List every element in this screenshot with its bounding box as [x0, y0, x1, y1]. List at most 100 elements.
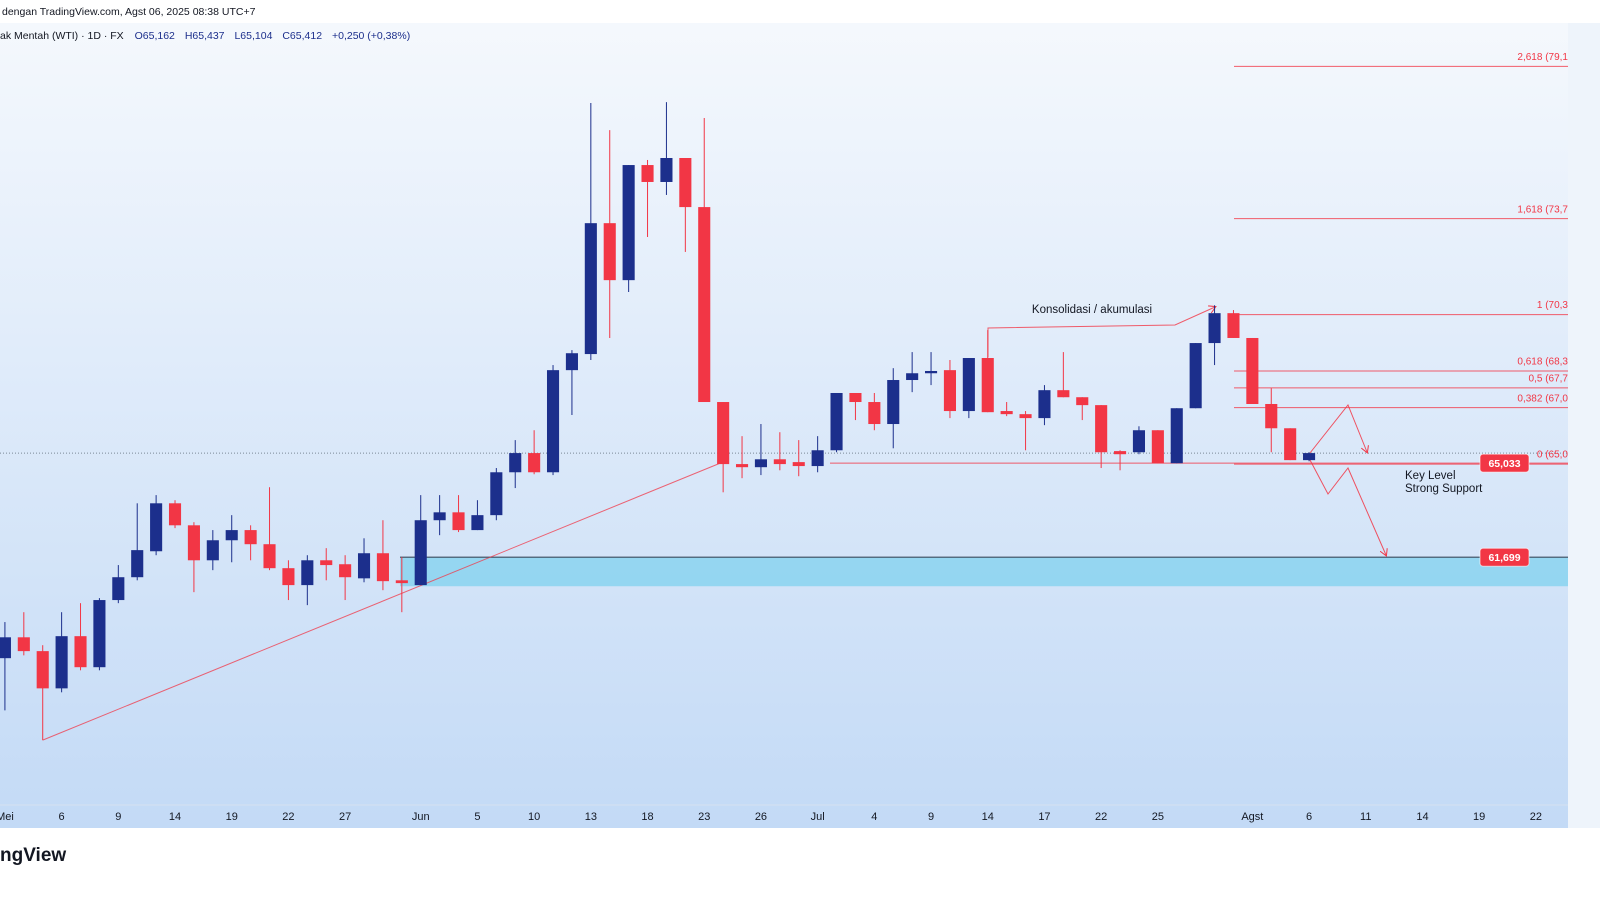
price-axis-edge	[1568, 23, 1600, 828]
candle-body	[187, 525, 200, 561]
candle-body	[376, 553, 389, 582]
candle-body	[1303, 453, 1316, 461]
candle-body	[339, 564, 352, 578]
fib-label: 0,382 (67,0	[1517, 393, 1568, 404]
x-tick-label: Agst	[1241, 811, 1263, 823]
x-tick-label: 14	[982, 811, 994, 823]
price-tag	[1479, 547, 1530, 567]
x-tick-label: 11	[1360, 811, 1371, 823]
support-zone	[400, 557, 1568, 587]
x-tick-label: 27	[339, 811, 351, 823]
x-tick-label: 22	[1095, 811, 1107, 823]
candle-body	[395, 580, 408, 584]
fib-label: 0,618 (68,3	[1517, 357, 1568, 368]
candle-body	[433, 512, 446, 521]
x-tick-label: Mei	[0, 811, 14, 823]
candle-body	[622, 165, 635, 281]
x-tick-label: 9	[115, 811, 121, 823]
fib-label: 1 (70,3	[1537, 300, 1569, 311]
candle-body	[698, 207, 711, 403]
candle-body	[849, 392, 862, 403]
bounce-projection	[1309, 404, 1367, 453]
candle-body	[0, 637, 11, 659]
x-tick-label: 22	[282, 811, 294, 823]
candle-body	[679, 158, 692, 208]
x-tick-label: 26	[755, 811, 767, 823]
x-tick-label: 4	[871, 811, 877, 823]
candle-body	[36, 651, 49, 689]
source-line: dengan TradingView.com, Agst 06, 2025 08…	[2, 6, 256, 18]
candle-body	[168, 503, 182, 526]
candles	[0, 102, 1316, 741]
candle-body	[754, 459, 767, 468]
fib-label: 0,5 (67,7	[1529, 374, 1569, 385]
x-tick-label: 5	[474, 811, 480, 823]
ohlc-low: L65,104	[234, 30, 272, 42]
x-tick-label: 13	[585, 811, 597, 823]
candle-body	[943, 370, 956, 412]
annotation: Strong Support	[1405, 483, 1483, 495]
candle-body	[1019, 414, 1032, 419]
candle-body	[1038, 390, 1051, 419]
candle-body	[1000, 411, 1013, 415]
logo: ngView	[0, 845, 66, 866]
candle-body	[357, 553, 371, 579]
candle-body	[150, 503, 163, 552]
candle-body	[773, 459, 786, 465]
x-tick-label: 6	[1306, 811, 1312, 823]
candle-body	[1265, 403, 1278, 429]
candle-body	[263, 544, 276, 569]
candle-body	[735, 464, 749, 468]
x-tick-label: 6	[59, 811, 65, 823]
candle-body	[452, 512, 465, 531]
symbol: ak Mentah (WTI) · 1D · FX	[0, 30, 124, 42]
candle-body	[1132, 430, 1146, 453]
candle-body	[244, 530, 257, 545]
candle-body	[660, 158, 673, 182]
fib-label: 0 (65,0	[1537, 450, 1569, 461]
candle-body	[868, 402, 881, 425]
candle-body	[55, 636, 68, 689]
price-tag	[1479, 453, 1530, 473]
candle-body	[887, 380, 900, 425]
candle-body	[490, 472, 503, 516]
x-tick-label: 18	[641, 811, 653, 823]
candle-body	[471, 515, 484, 531]
x-tick-label: 17	[1038, 811, 1050, 823]
x-tick-label: 19	[1473, 811, 1485, 823]
candle-body	[225, 530, 238, 541]
x-tick-label: 25	[1152, 811, 1164, 823]
candle-body	[792, 462, 805, 467]
ohlc-close: C65,412	[282, 30, 322, 42]
candle-body	[1114, 451, 1127, 455]
x-tick-label: 14	[169, 811, 181, 823]
candle-body	[830, 392, 843, 451]
candle-body	[924, 370, 938, 374]
candle-body	[906, 373, 919, 381]
candle-body	[320, 560, 333, 566]
price-tag-label: 65,033	[1488, 458, 1520, 470]
candle-body	[301, 560, 314, 586]
candle-body	[546, 370, 560, 473]
drop-projection	[1309, 459, 1386, 555]
x-tick-label: 19	[226, 811, 238, 823]
candle-body	[565, 353, 578, 371]
candle-body	[131, 550, 144, 578]
candle-body	[981, 358, 994, 413]
candle-body	[112, 577, 125, 601]
candle-body	[17, 637, 30, 652]
background	[0, 0, 1600, 828]
ohlc-high: H65,437	[185, 30, 225, 42]
candle-body	[528, 453, 541, 473]
annotation: Konsolidasi / akumulasi	[1032, 304, 1152, 316]
candle-body	[1057, 390, 1070, 398]
candle-body	[206, 540, 219, 561]
x-tick-label: 9	[928, 811, 934, 823]
levels	[0, 65, 1568, 587]
x-tick-label: 14	[1416, 811, 1428, 823]
candle-body	[641, 165, 654, 182]
candle-body	[962, 358, 975, 412]
trend-line	[42, 461, 724, 741]
